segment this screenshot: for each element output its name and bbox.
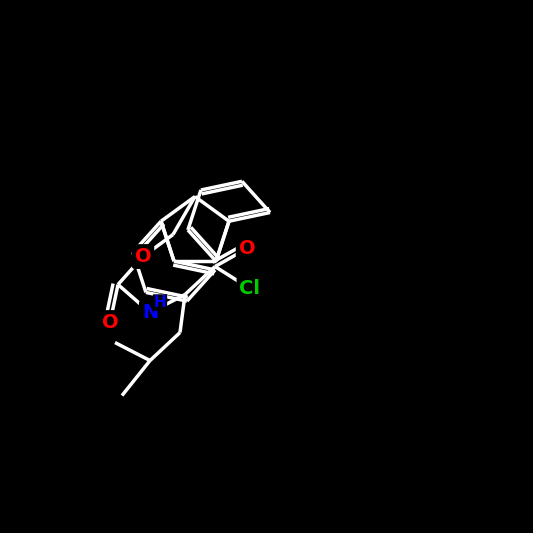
Text: O: O xyxy=(135,247,151,266)
Text: O: O xyxy=(239,239,255,258)
Text: O: O xyxy=(102,313,118,332)
Text: N: N xyxy=(142,303,158,322)
Text: Cl: Cl xyxy=(239,279,261,298)
Text: H: H xyxy=(154,295,166,310)
